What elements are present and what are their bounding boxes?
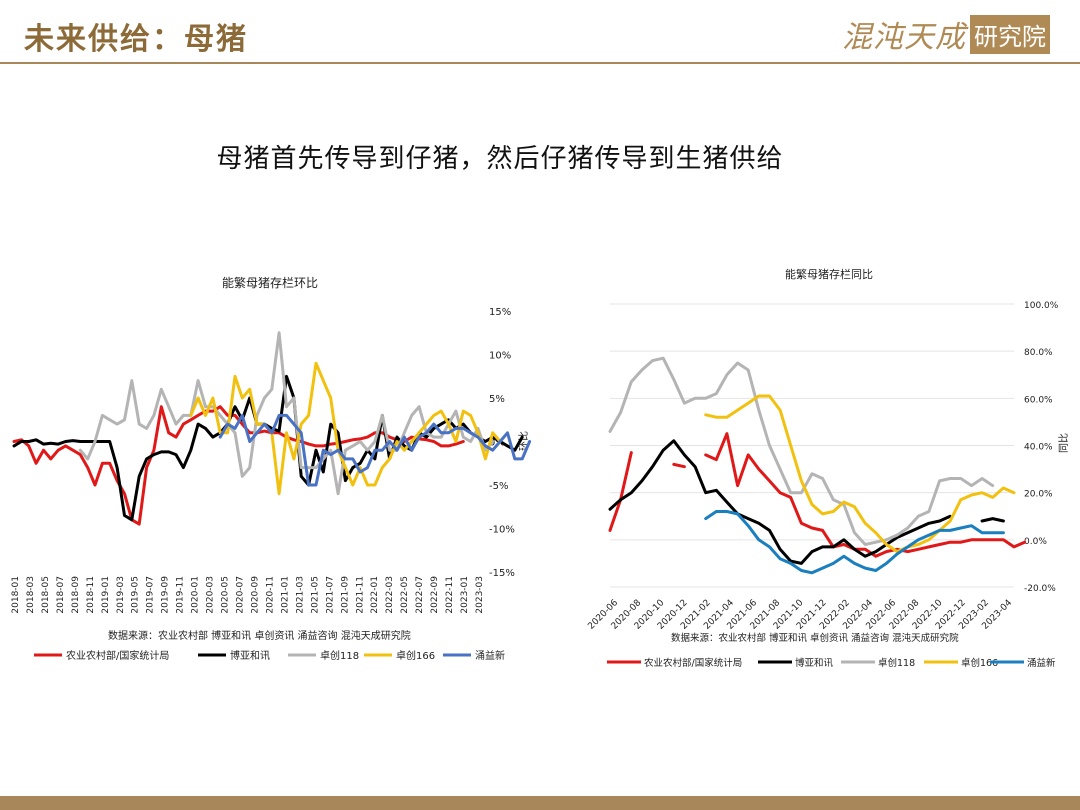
x-tick-label: 2021-11 [355,576,365,614]
x-tick-label: 2021-05 [310,576,320,614]
x-tick-label: 2019-05 [131,576,141,614]
chart-yoy: 能繁母猪存栏同比 100.0% 80.0% 60.0% 40.0% 20.0% 0.0% -2… [586,267,1070,669]
x-tick-label: 2019-07 [146,576,156,614]
y-tick-label: -20.0% [1024,584,1056,594]
legend-label: 农业农村部/国家统计局 [66,649,169,662]
y-tick-label: 100.0% [1024,301,1059,311]
series-line [608,439,952,565]
footer-bar [0,796,1080,810]
x-tick-label: 2023-03 [475,576,485,614]
x-tick-label: 2022-01 [370,576,380,614]
logo: 混沌天成 研究院 [842,14,1050,55]
x-tick-label: 2020-01 [191,576,201,614]
x-tick-label: 2018-09 [71,576,81,614]
x-tick-label: 2020-07 [236,576,246,614]
series-line [704,432,1027,558]
chart-title: 能繁母猪存栏同比 [785,267,873,281]
series-line [704,394,1016,554]
x-tick-label: 2021-07 [325,576,335,614]
series-line [608,451,633,532]
legend-label: 卓创118 [878,657,915,669]
x-tick-label: 2019-09 [161,576,171,614]
x-tick-label: 2022-11 [445,576,455,614]
y-tick-label: -15% [489,568,515,579]
series-line [78,331,495,496]
x-tick-label: 2019-01 [101,576,111,614]
x-tick-label: 2019-03 [116,576,126,614]
x-tick-label: 2018-07 [56,576,66,614]
x-tick-label: 2021-09 [340,576,350,614]
x-tick-label: 2018-01 [11,576,21,614]
x-tick-label: 2020-03 [206,576,216,614]
x-tick-label: 2021-01 [280,576,290,614]
y-tick-label: 40.0% [1024,443,1053,453]
legend-label: 卓创166 [961,657,998,669]
page-title: 未来供给：母猪 [24,22,248,57]
x-tick-label: 2020-05 [221,576,231,614]
chart-title: 能繁母猪存栏环比 [222,275,318,290]
x-tick-label: 2022-09 [430,576,440,614]
x-tick-label: 2018-11 [86,576,96,614]
logo-box-text: 研究院 [970,14,1050,54]
legend-label: 博亚和讯 [230,649,270,662]
x-tick-label: 2020-09 [250,576,260,614]
y-tick-label: -5% [489,481,508,492]
y-tick-label: 0.0% [1024,537,1047,547]
x-tick-label: 2020-11 [265,576,275,614]
series-line [672,462,686,469]
legend-label: 涌益新 [475,649,505,662]
legend-label: 博亚和讯 [795,657,834,669]
series-line [704,510,1005,575]
y-axis-label: 同比 [1058,433,1070,453]
header-divider [0,62,1080,64]
legend-label: 卓创166 [396,649,435,662]
x-tick-label: 2018-03 [26,576,36,614]
series-line [980,517,1005,523]
y-tick-label: 5% [489,394,505,405]
series-line [12,374,524,522]
series-line [218,413,532,487]
legend-label: 涌益新 [1027,657,1056,669]
y-tick-label: 15% [489,307,511,318]
chart-source: 数据来源：农业农村部 博亚和讯 卓创资讯 涌益咨询 混沌天成研究院 [108,629,411,642]
x-tick-label: 2022-07 [415,576,425,614]
series-line [189,361,502,496]
legend-label: 农业农村部/国家统计局 [644,657,742,669]
y-tick-label: 20.0% [1024,490,1053,500]
y-tick-label: -10% [489,525,515,536]
x-tick-label: 2023-01 [460,576,470,614]
legend-label: 卓创118 [320,649,359,662]
y-tick-label: 10% [489,351,511,362]
chart-source: 数据来源：农业农村部 博亚和讯 卓创资讯 涌益咨询 混沌天成研究院 [671,632,959,644]
x-tick-label: 2022-05 [400,576,410,614]
x-tick-label: 2019-11 [176,576,186,614]
x-tick-label: 2022-03 [385,576,395,614]
x-tick-label: 2018-05 [41,576,51,614]
y-tick-label: 60.0% [1024,395,1053,405]
x-tick-label: 2021-03 [295,576,305,614]
series-line [608,356,995,546]
logo-script-text: 混沌天成 [842,20,966,55]
slide-subtitle: 母猪首先传导到仔猪，然后仔猪传导到生猪供给 [216,144,784,174]
y-tick-label: 80.0% [1024,348,1053,358]
